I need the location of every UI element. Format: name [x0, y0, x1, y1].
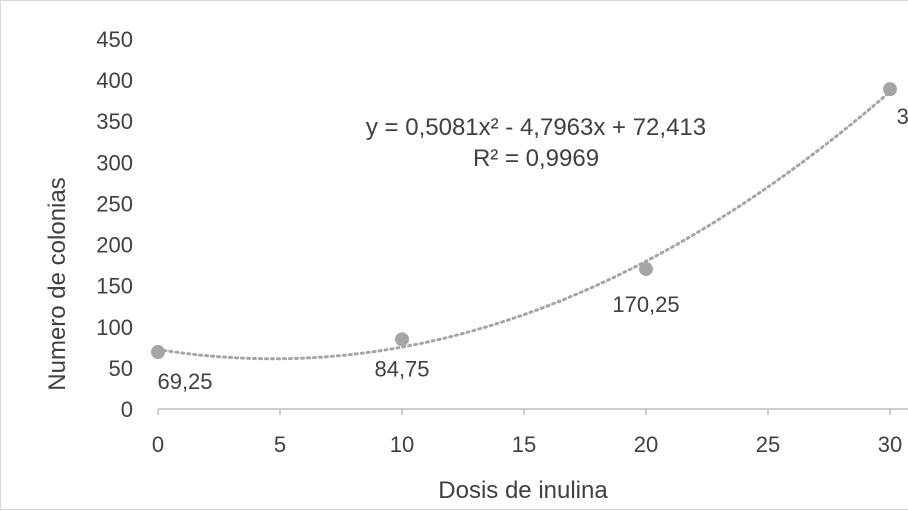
y-tick-label: 100	[96, 315, 133, 340]
y-tick-label: 450	[96, 27, 133, 52]
data-point	[395, 332, 409, 347]
x-tick-label: 25	[756, 432, 780, 457]
y-tick-label: 50	[109, 356, 133, 381]
trendline	[156, 90, 892, 361]
y-tick-label: 250	[96, 191, 133, 216]
x-tick-label: 0	[152, 432, 164, 457]
data-label: 69,25	[157, 369, 212, 394]
x-tick-label: 5	[274, 432, 286, 457]
y-axis-ticks: 0 50 100 150 200 250 300 350 400 450	[96, 27, 133, 422]
data-point	[639, 262, 653, 277]
y-tick-label: 150	[96, 274, 133, 299]
x-tick-label: 15	[512, 432, 536, 457]
data-label: 389	[897, 104, 908, 129]
data-label: 170,25	[612, 292, 679, 317]
x-axis-ticks: 0 5 10 15 20 25 30	[152, 409, 902, 457]
data-label: 84,75	[374, 356, 429, 381]
x-tick-label: 20	[634, 432, 658, 457]
x-tick-label: 30	[878, 432, 902, 457]
y-tick-label: 300	[96, 150, 133, 175]
y-tick-label: 400	[96, 68, 133, 93]
y-axis-title: Numero de colonias	[44, 177, 71, 390]
data-point	[883, 82, 897, 97]
data-points	[151, 82, 897, 360]
data-labels: 69,25 84,75 170,25 389	[157, 104, 908, 394]
y-tick-label: 200	[96, 233, 133, 258]
trendline-r-squared: R² = 0,9969	[473, 145, 599, 172]
trendline-equation: y = 0,5081x² - 4,7963x + 72,413	[366, 114, 706, 141]
y-tick-label: 0	[121, 397, 133, 422]
y-tick-label: 350	[96, 109, 133, 134]
x-axis-title: Dosis de inulina	[438, 477, 608, 504]
x-tick-label: 10	[390, 432, 414, 457]
data-point	[151, 345, 165, 360]
